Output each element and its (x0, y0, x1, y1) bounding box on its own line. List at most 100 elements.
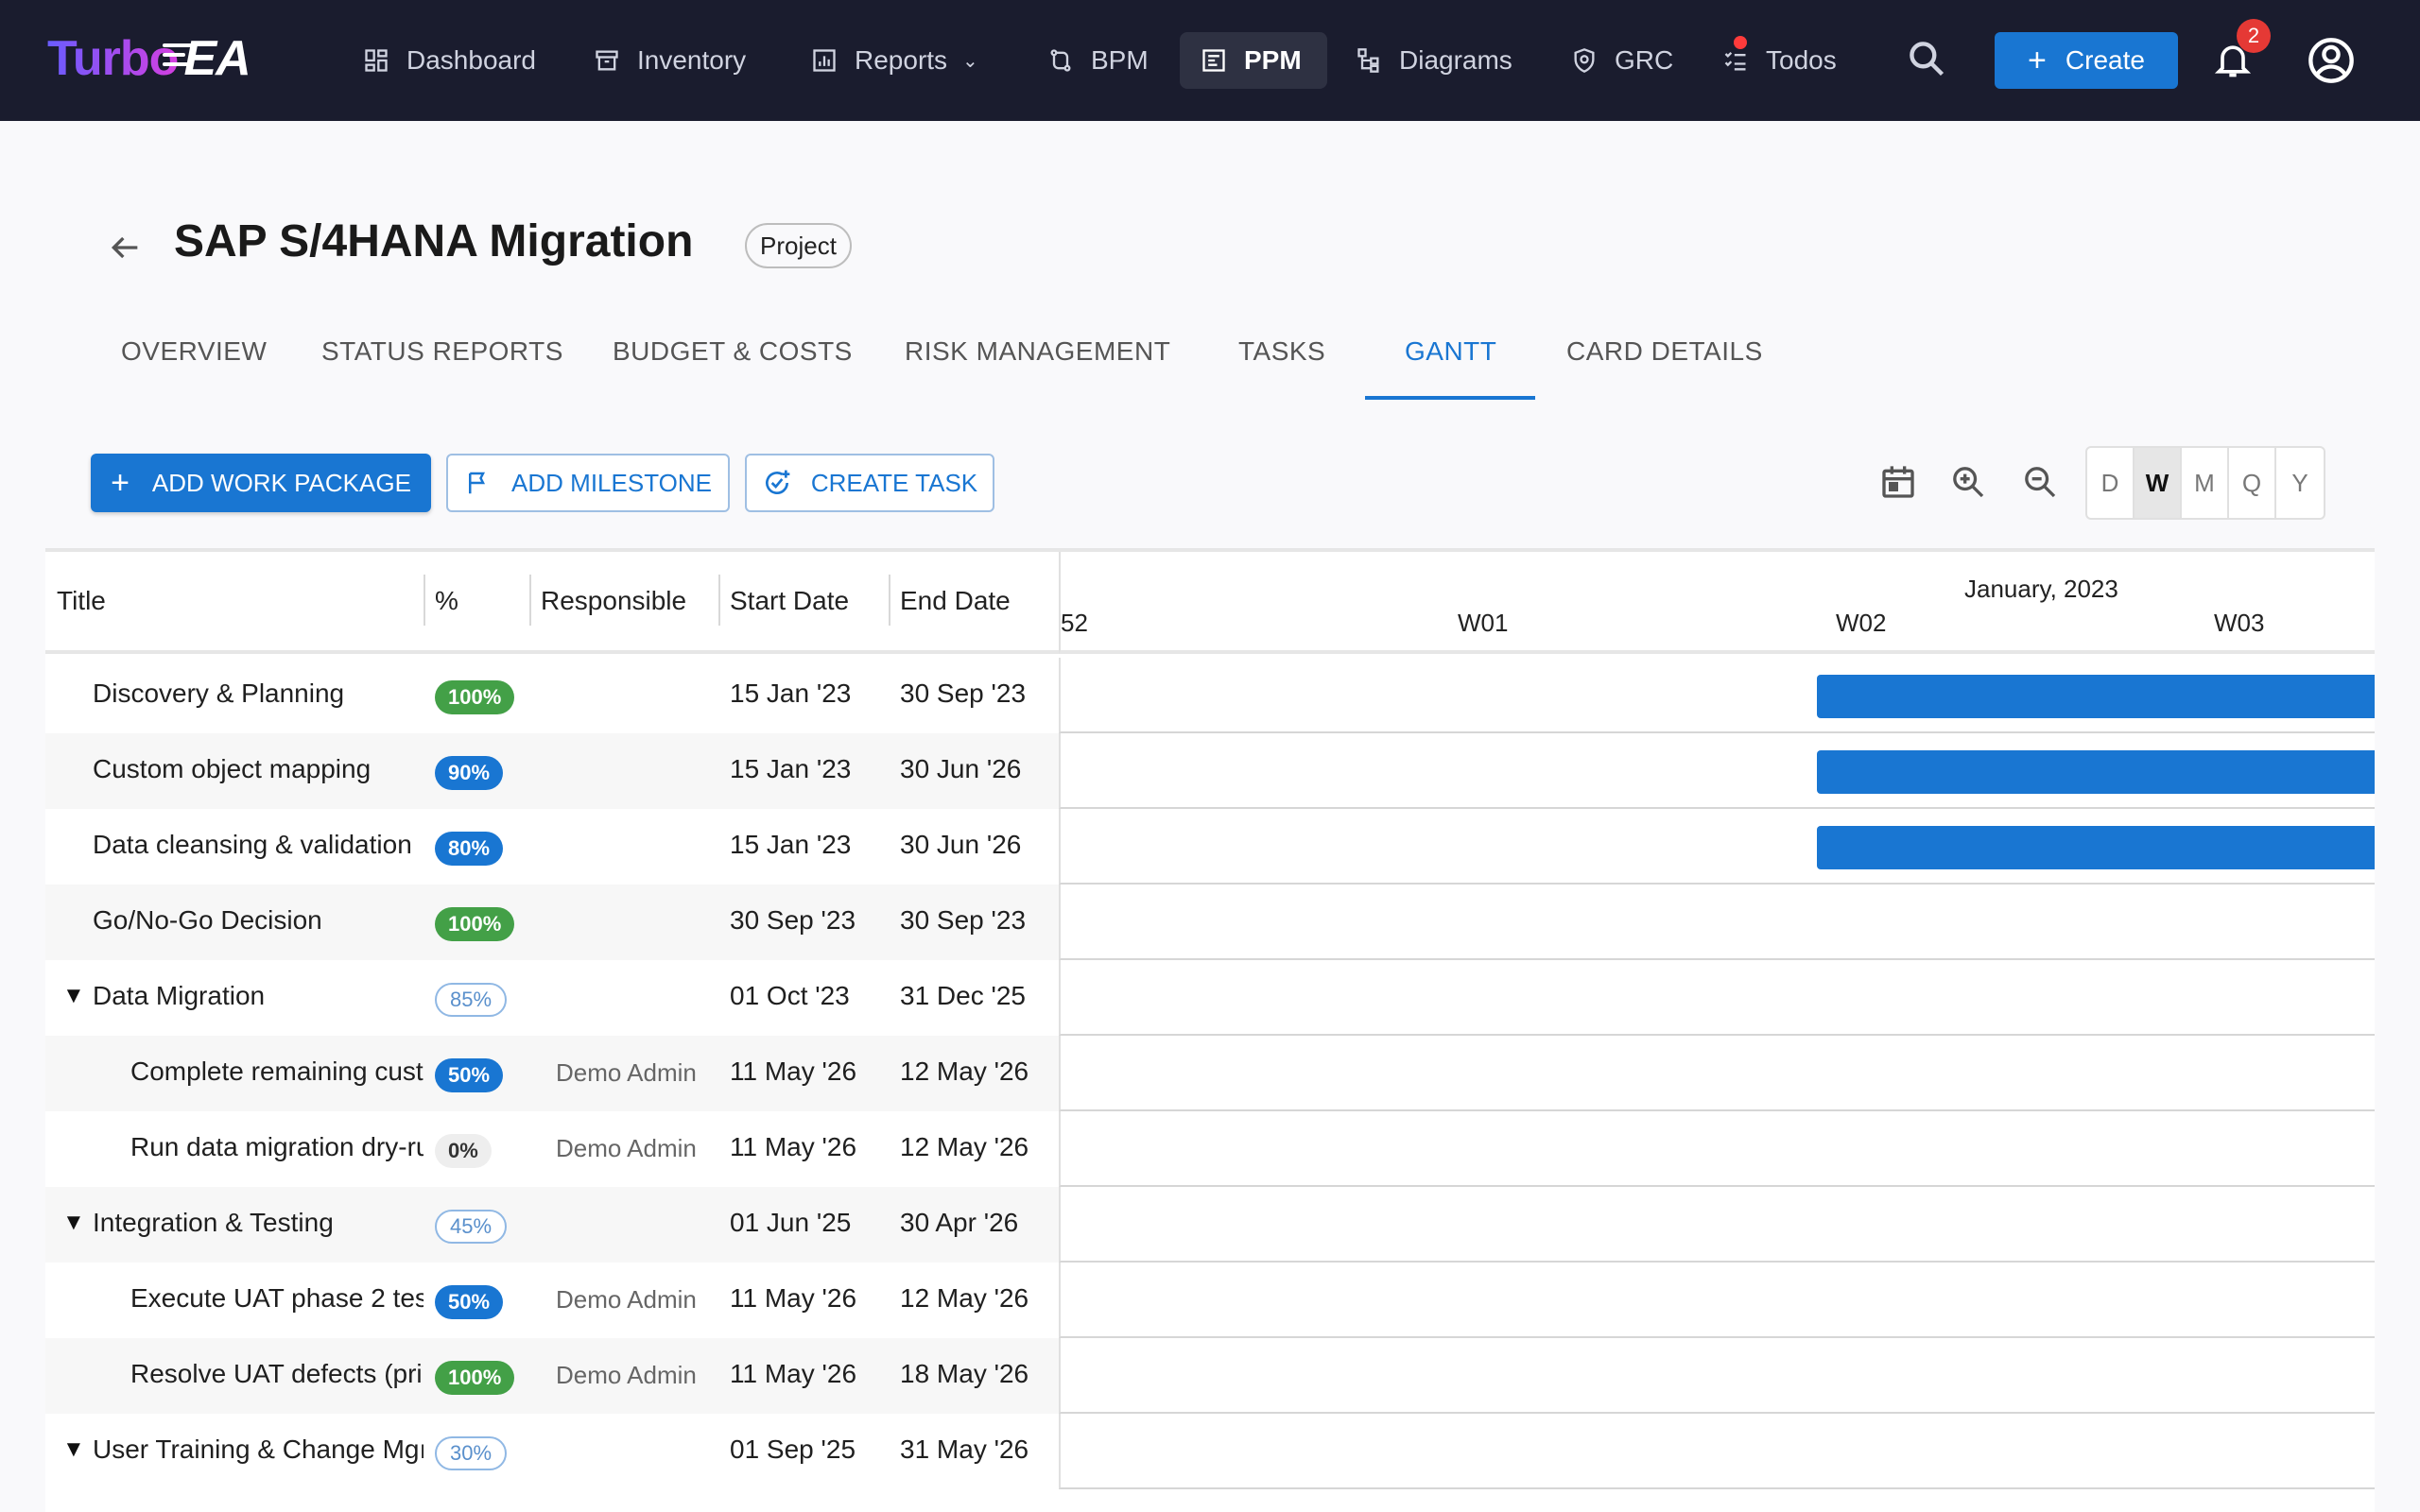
create-task-button[interactable]: CREATE TASK (745, 454, 994, 512)
progress-pill: 100% (435, 907, 515, 941)
gantt-row[interactable]: Discovery & Planning 100% 15 Jan '23 30 Sep… (45, 658, 1059, 733)
nav-inventory-label: Inventory (637, 45, 747, 75)
nav-reports[interactable]: Reports ⌄ (790, 32, 999, 89)
scale-week-button[interactable]: W (2135, 448, 2182, 518)
gantt-timeline-header: January, 2023 52 W01 W02 W03 (1059, 552, 2375, 654)
column-header-percent[interactable]: % (435, 586, 458, 615)
progress-pill: 50% (435, 1285, 504, 1319)
timeline-month-label: January, 2023 (1964, 575, 2118, 603)
gantt-task-bar[interactable] (1817, 826, 2375, 869)
scale-month-button[interactable]: M (2182, 448, 2229, 518)
column-header-responsible[interactable]: Responsible (541, 586, 687, 615)
row-start-date: 11 May '26 (730, 1283, 857, 1313)
nav-todos[interactable]: Todos (1702, 32, 1858, 89)
row-responsible: Demo Admin (556, 1058, 697, 1087)
expand-collapse-toggle-icon[interactable]: ▼ (62, 1436, 85, 1462)
row-title[interactable]: Custom object mapping (93, 754, 372, 783)
tab-overview[interactable]: OVERVIEW (121, 336, 268, 366)
row-title[interactable]: Integration & Testing (93, 1208, 334, 1237)
column-resizer[interactable] (424, 575, 425, 626)
row-title[interactable]: Execute UAT phase 2 tes (130, 1283, 424, 1313)
nav-ppm[interactable]: PPM (1180, 32, 1327, 89)
add-milestone-button[interactable]: ADD MILESTONE (446, 454, 730, 512)
row-start-date: 11 May '26 (730, 1132, 857, 1161)
row-title[interactable]: Discovery & Planning (93, 679, 345, 708)
row-end-date: 30 Apr '26 (900, 1208, 1019, 1237)
add-work-package-button[interactable]: + ADD WORK PACKAGE (91, 454, 431, 512)
page-title: SAP S/4HANA Migration (174, 216, 694, 266)
nav-grc[interactable]: GRC (1550, 32, 1694, 89)
notifications-bell-icon[interactable] (2212, 36, 2254, 83)
column-resizer[interactable] (889, 575, 890, 626)
column-header-start-date[interactable]: Start Date (730, 586, 850, 615)
progress-pill: 80% (435, 832, 504, 866)
diagrams-icon (1357, 48, 1379, 73)
gantt-row[interactable]: Resolve UAT defects (pri 100% Demo Admin 11… (45, 1338, 1059, 1414)
expand-collapse-toggle-icon[interactable]: ▼ (62, 983, 85, 1008)
gantt-row[interactable]: Execute UAT phase 2 tes 50% Demo Admin 11 M… (45, 1263, 1059, 1338)
create-button[interactable]: + Create (1995, 32, 2178, 89)
progress-pill: 45% (435, 1210, 508, 1244)
turbo-ea-logo[interactable]: Turbo EA (47, 28, 251, 89)
row-title[interactable]: Run data migration dry-ru (130, 1132, 424, 1161)
row-end-date: 12 May '26 (900, 1132, 1029, 1161)
row-title[interactable]: Data Migration (93, 981, 266, 1010)
active-tab-indicator (1365, 396, 1535, 400)
todos-notification-dot (1734, 36, 1747, 49)
timeline-row (1059, 1338, 2375, 1414)
gantt-row[interactable]: Go/No-Go Decision 100% 30 Sep '23 30 Sep '2… (45, 885, 1059, 960)
row-end-date: 31 May '26 (900, 1435, 1029, 1464)
column-header-end-date[interactable]: End Date (900, 586, 1011, 615)
tab-tasks[interactable]: TASKS (1238, 336, 1326, 366)
back-arrow-icon[interactable] (106, 229, 144, 266)
expand-collapse-toggle-icon[interactable]: ▼ (62, 1210, 85, 1235)
timeline-row (1059, 1263, 2375, 1338)
gantt-task-bar[interactable] (1817, 675, 2375, 718)
row-title[interactable]: Go/No-Go Decision (93, 905, 322, 935)
row-title[interactable]: Complete remaining cust (130, 1057, 424, 1086)
nav-inventory[interactable]: Inventory (573, 32, 767, 89)
tab-gantt[interactable]: GANTT (1405, 336, 1497, 366)
gantt-row[interactable]: Run data migration dry-ru 0% Demo Admin 11 … (45, 1111, 1059, 1187)
scale-year-button[interactable]: Y (2291, 468, 2308, 497)
calendar-today-icon[interactable] (1879, 463, 1917, 501)
tab-budget-costs[interactable]: BUDGET & COSTS (613, 336, 853, 366)
gantt-task-bar[interactable] (1817, 750, 2375, 794)
tab-status-reports[interactable]: STATUS REPORTS (321, 336, 563, 366)
nav-bpm[interactable]: BPM (1027, 32, 1169, 89)
search-icon[interactable] (1906, 38, 1947, 79)
row-start-date: 01 Jun '25 (730, 1208, 852, 1237)
column-header-title[interactable]: Title (57, 586, 106, 615)
account-circle-icon[interactable] (2307, 36, 2356, 85)
logo-text-turbo: Turbo (47, 31, 179, 86)
gantt-row[interactable]: ▼ User Training & Change Mgı 30% 01 Sep '25… (45, 1414, 1059, 1489)
gantt-row[interactable]: ▼ Data Migration 85% 01 Oct '23 31 Dec '25 (45, 960, 1059, 1036)
gantt-chart: Title % Responsible Start Date End Date … (45, 548, 2375, 1512)
row-title[interactable]: User Training & Change Mgı (93, 1435, 424, 1464)
timeline-week-label: W02 (1836, 609, 1887, 637)
timescale-selector: D W M Q Y (2085, 446, 2325, 520)
row-end-date: 30 Jun '26 (900, 754, 1022, 783)
column-resizer[interactable] (529, 575, 531, 626)
row-end-date: 30 Sep '23 (900, 905, 1027, 935)
zoom-out-icon[interactable] (2021, 463, 2059, 501)
plus-icon: + (2028, 42, 2047, 78)
scale-day-button[interactable]: D (2087, 448, 2135, 518)
row-start-date: 15 Jan '23 (730, 830, 852, 859)
scale-quarter-button[interactable]: Q (2229, 448, 2276, 518)
gantt-row[interactable]: ▼ Integration & Testing 45% 01 Jun '25 30 Ap… (45, 1187, 1059, 1263)
create-button-label: Create (2065, 45, 2145, 75)
nav-dashboard-label: Dashboard (406, 45, 536, 75)
zoom-in-icon[interactable] (1949, 463, 1987, 501)
tab-card-details[interactable]: CARD DETAILS (1566, 336, 1763, 366)
timeline-row (1059, 733, 2375, 809)
row-title[interactable]: Resolve UAT defects (pri (130, 1359, 423, 1388)
row-title[interactable]: Data cleansing & validation (93, 830, 412, 859)
gantt-row[interactable]: Data cleansing & validation 80% 15 Jan '23… (45, 809, 1059, 885)
gantt-row[interactable]: Custom object mapping 90% 15 Jan '23 30 Jun… (45, 733, 1059, 809)
nav-diagrams[interactable]: Diagrams (1335, 32, 1533, 89)
gantt-row[interactable]: Complete remaining cust 50% Demo Admin 11 M… (45, 1036, 1059, 1111)
nav-dashboard[interactable]: Dashboard (342, 32, 557, 89)
tab-risk-management[interactable]: RISK MANAGEMENT (905, 336, 1171, 366)
column-resizer[interactable] (718, 575, 720, 626)
